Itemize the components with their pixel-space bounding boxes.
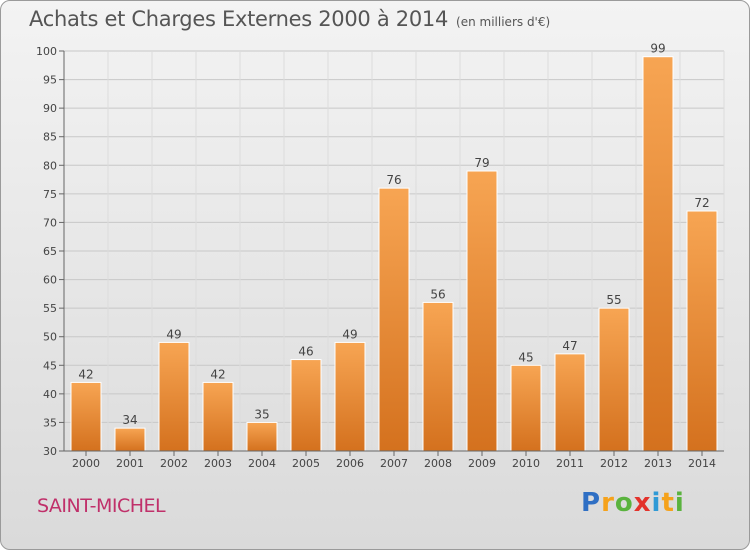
x-tick-label: 2012 [600,457,628,470]
y-tick-label: 50 [43,331,57,344]
bar [642,56,674,452]
x-tick-label: 2010 [512,457,540,470]
x-tick-label: 2009 [468,457,496,470]
bar [422,301,454,452]
x-tick-label: 2006 [336,457,364,470]
y-tick-label: 55 [43,302,57,315]
bar [686,210,718,452]
y-tick-label: 40 [43,388,57,401]
logo-letter: r [601,488,615,518]
bar-value-label: 79 [474,156,489,170]
x-tick-label: 2003 [204,457,232,470]
x-tick-label: 2011 [556,457,584,470]
bar [114,427,146,452]
y-tick-label: 65 [43,245,57,258]
axis-layer: 30 35 40 45 50 55 60 65 70 75 80 85 90 95 100 2000 2001 2… [36,45,724,470]
proxiti-logo[interactable]: Proxiti [581,488,685,518]
y-tick-label: 45 [43,359,57,372]
bar [246,421,278,452]
bar-value-label: 42 [78,367,93,381]
logo-letter: i [651,488,662,518]
bar [466,170,498,452]
bar-value-label: 42 [210,367,225,381]
bar-value-label: 76 [386,173,401,187]
town-name: SAINT-MICHEL [37,495,166,517]
y-tick-label: 30 [43,445,57,458]
x-tick-label: 2000 [72,457,100,470]
bar [554,353,586,452]
bar [378,187,410,452]
logo-letter: x [633,488,652,518]
chart-subtitle: (en milliers d'€) [456,15,551,29]
x-tick-label: 2002 [160,457,188,470]
x-tick-label: 2001 [116,457,144,470]
bar-value-label: 49 [166,327,181,341]
bar-value-label: 34 [122,413,137,427]
bar [290,359,322,452]
bar-value-label: 35 [254,407,269,421]
y-tick-label: 95 [43,74,57,87]
bar-value-label: 45 [518,350,533,364]
y-tick-label: 85 [43,131,57,144]
y-tick-label: 100 [36,45,57,58]
bar [510,364,542,452]
bar-value-label: 55 [606,293,621,307]
bar [70,381,102,452]
x-tick-label: 2014 [688,457,716,470]
x-tick-label: 2004 [248,457,276,470]
logo-letter: t [661,488,675,518]
bar-layer: 42 34 49 42 35 46 49 76 56 79 45 47 55 99 72 [70,42,718,452]
logo-letter: o [614,488,634,518]
logo-letter: P [581,488,602,518]
bar [158,341,190,452]
bar [202,381,234,452]
x-tick-label: 2005 [292,457,320,470]
bar-value-label: 46 [298,345,313,359]
bar-value-label: 72 [694,196,709,210]
y-tick-label: 75 [43,188,57,201]
y-tick-label: 70 [43,216,57,229]
x-tick-label: 2008 [424,457,452,470]
bar-value-label: 47 [562,339,577,353]
y-tick-label: 90 [43,102,57,115]
logo-letter: i [674,488,685,518]
bar-value-label: 56 [430,287,445,301]
bar [598,307,630,452]
y-tick-label: 60 [43,274,57,287]
x-tick-label: 2007 [380,457,408,470]
bar [334,341,366,452]
bar-value-label: 99 [650,42,665,56]
y-tick-label: 35 [43,416,57,429]
chart-title: Achats et Charges Externes 2000 à 2014 (e… [29,7,550,31]
chart-title-text: Achats et Charges Externes 2000 à 2014 [29,7,449,31]
y-tick-label: 80 [43,159,57,172]
bar-value-label: 49 [342,327,357,341]
x-tick-label: 2013 [644,457,672,470]
